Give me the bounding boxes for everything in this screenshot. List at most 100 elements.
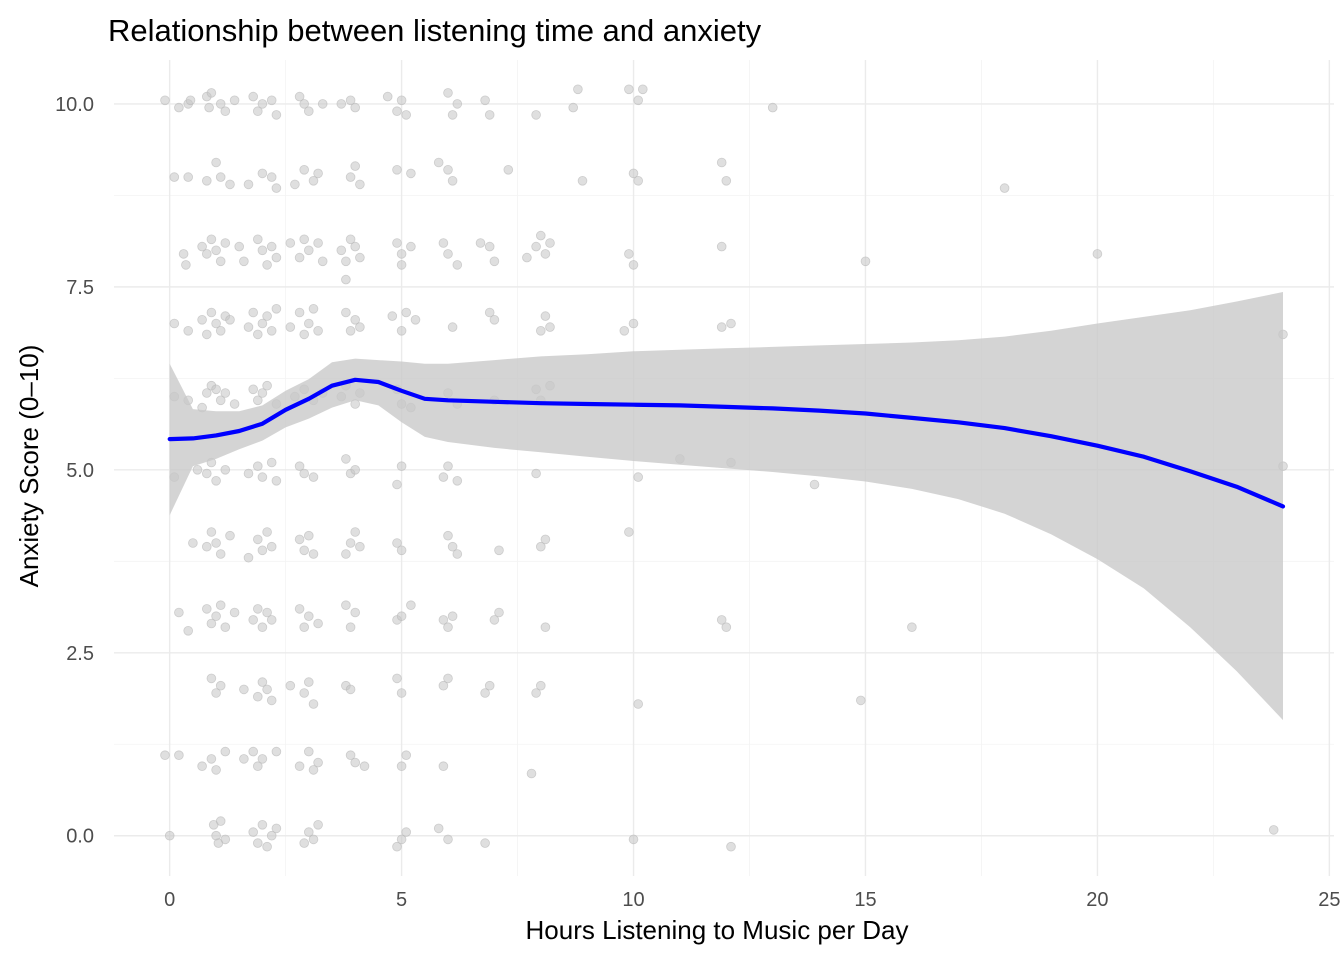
data-point: [266, 457, 277, 468]
data-point: [726, 318, 736, 329]
data-point: [220, 388, 231, 398]
data-point: [252, 838, 263, 848]
data-point: [262, 841, 272, 852]
data-point: [345, 538, 356, 548]
data-point: [183, 625, 194, 636]
data-point: [211, 384, 221, 395]
data-point: [345, 234, 356, 245]
data-point: [396, 761, 407, 771]
data-point: [252, 395, 263, 406]
data-point: [266, 830, 277, 841]
data-point: [285, 238, 296, 248]
data-point: [257, 472, 268, 482]
data-point: [299, 234, 310, 245]
data-point: [248, 384, 259, 395]
data-point: [262, 260, 272, 270]
data-point: [855, 695, 866, 706]
data-point: [211, 688, 221, 698]
data-point: [438, 615, 449, 625]
data-point: [350, 757, 361, 768]
data-point: [252, 234, 263, 245]
data-point: [169, 318, 180, 329]
data-point: [489, 256, 500, 267]
data-point: [443, 88, 453, 98]
data-point: [860, 256, 871, 267]
data-point: [484, 241, 495, 252]
data-point: [392, 106, 402, 116]
data-point: [211, 475, 221, 486]
data-point: [540, 534, 551, 545]
data-point: [202, 329, 212, 340]
data-point: [341, 549, 351, 559]
data-point: [716, 615, 727, 625]
data-point: [266, 615, 277, 625]
data-point: [248, 307, 259, 318]
data-point: [341, 600, 351, 610]
data-point: [392, 841, 402, 852]
data-point: [220, 834, 231, 845]
data-point: [345, 95, 356, 106]
data-point: [183, 172, 194, 182]
data-point: [387, 311, 398, 321]
data-point: [239, 256, 249, 267]
data-point: [202, 388, 212, 398]
data-point: [452, 475, 463, 486]
data-point: [438, 238, 449, 248]
x-tick-label: 20: [1086, 889, 1108, 911]
data-point: [169, 172, 180, 182]
data-point: [308, 834, 319, 845]
data-point: [726, 841, 736, 852]
data-point: [257, 622, 268, 632]
data-point: [215, 600, 226, 610]
data-point: [716, 322, 727, 332]
data-point: [406, 168, 416, 179]
data-point: [257, 677, 268, 687]
data-point: [308, 472, 319, 482]
data-point: [215, 172, 226, 182]
data-point: [294, 534, 305, 545]
data-point: [628, 168, 639, 179]
data-point: [350, 161, 361, 171]
data-point: [271, 183, 282, 193]
data-point: [392, 238, 402, 248]
data-point: [401, 827, 412, 837]
data-point: [406, 600, 416, 610]
data-point: [809, 479, 820, 490]
data-point: [345, 172, 356, 182]
data-point: [568, 102, 578, 113]
data-point: [202, 604, 212, 614]
data-point: [1092, 249, 1103, 259]
data-point: [355, 179, 365, 190]
data-point: [257, 318, 268, 329]
data-point: [396, 688, 407, 698]
data-point: [350, 607, 361, 618]
data-point: [257, 388, 268, 398]
x-axis-title: Hours Listening to Music per Day: [526, 915, 909, 945]
data-point: [355, 252, 365, 263]
data-point: [262, 311, 272, 321]
data-point: [1268, 825, 1279, 835]
data-point: [202, 541, 212, 552]
data-point: [185, 95, 196, 106]
data-point: [220, 464, 231, 475]
data-point: [206, 307, 217, 318]
data-point: [484, 680, 495, 691]
data-point: [540, 622, 551, 632]
data-point: [202, 176, 212, 186]
x-axis-ticks: 0 5 10 15 20 25: [164, 889, 1340, 911]
data-point: [382, 91, 393, 102]
data-point: [299, 99, 310, 109]
data-point: [211, 765, 221, 775]
data-point: [345, 325, 356, 336]
data-point: [438, 761, 449, 771]
data-point: [220, 106, 231, 116]
data-point: [183, 325, 194, 336]
data-point: [489, 615, 500, 625]
data-point: [192, 464, 203, 475]
data-point: [480, 688, 490, 698]
data-point: [174, 607, 184, 618]
data-point: [248, 615, 259, 625]
data-point: [294, 91, 305, 102]
data-point: [303, 245, 314, 256]
